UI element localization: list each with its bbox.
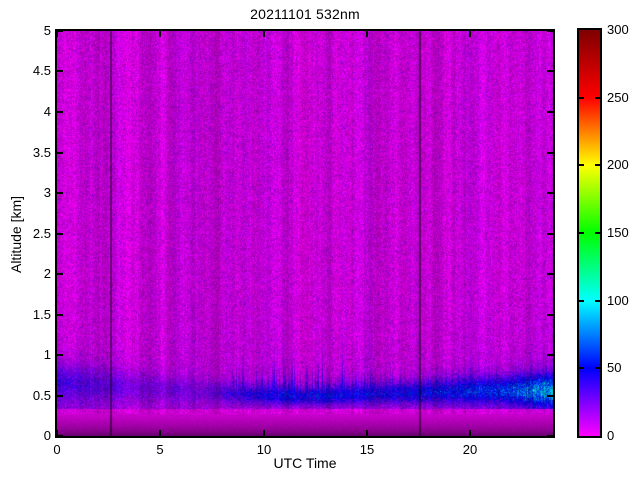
y-tick-mark xyxy=(547,70,553,72)
y-tick-mark xyxy=(57,395,63,397)
x-tick-label: 0 xyxy=(53,442,61,457)
x-tick-label: 5 xyxy=(156,442,164,457)
y-tick-mark xyxy=(547,435,553,437)
y-tick-mark xyxy=(57,30,63,32)
y-tick-mark xyxy=(57,70,63,72)
x-tick-label: 20 xyxy=(462,442,478,457)
x-tick-mark xyxy=(263,430,265,436)
chart-title: 20211101 532nm xyxy=(250,6,360,22)
y-tick-label: 4 xyxy=(43,104,51,119)
y-tick-mark xyxy=(547,233,553,235)
x-tick-mark xyxy=(469,430,471,436)
colorbar-tick-mark xyxy=(579,97,584,99)
colorbar xyxy=(577,28,602,438)
colorbar-tick-label: 50 xyxy=(607,360,622,375)
y-tick-mark xyxy=(57,233,63,235)
colorbar-tick-label: 0 xyxy=(607,428,615,443)
colorbar-tick-label: 100 xyxy=(607,293,629,308)
colorbar-tick-mark xyxy=(595,300,600,302)
y-tick-mark xyxy=(547,152,553,154)
y-tick-mark xyxy=(57,435,63,437)
colorbar-tick-mark xyxy=(579,300,584,302)
x-tick-mark xyxy=(469,31,471,37)
y-tick-mark xyxy=(57,354,63,356)
y-tick-mark xyxy=(57,111,63,113)
x-axis-label: UTC Time xyxy=(273,455,337,471)
y-tick-mark xyxy=(547,192,553,194)
plot-area xyxy=(55,29,555,438)
x-tick-mark xyxy=(159,31,161,37)
y-tick-label: 5 xyxy=(43,23,51,38)
colorbar-gradient xyxy=(579,30,600,436)
x-tick-mark xyxy=(56,430,58,436)
y-tick-mark xyxy=(57,152,63,154)
colorbar-tick-label: 250 xyxy=(607,90,629,105)
y-tick-label: 0 xyxy=(43,428,51,443)
y-tick-mark xyxy=(547,314,553,316)
colorbar-tick-label: 150 xyxy=(607,225,629,240)
x-tick-mark xyxy=(366,430,368,436)
x-tick-label: 15 xyxy=(359,442,375,457)
colorbar-tick-label: 300 xyxy=(607,22,629,37)
y-tick-label: 2 xyxy=(43,266,51,281)
y-tick-label: 2.5 xyxy=(32,226,51,241)
y-tick-mark xyxy=(547,354,553,356)
y-tick-mark xyxy=(547,111,553,113)
colorbar-tick-mark xyxy=(579,367,584,369)
y-tick-mark xyxy=(57,273,63,275)
colorbar-tick-mark xyxy=(595,232,600,234)
colorbar-tick-label: 200 xyxy=(607,157,629,172)
x-tick-mark xyxy=(56,31,58,37)
colorbar-tick-mark xyxy=(595,97,600,99)
colorbar-tick-mark xyxy=(595,367,600,369)
y-tick-label: 1.5 xyxy=(32,307,51,322)
y-tick-mark xyxy=(547,273,553,275)
y-tick-mark xyxy=(547,30,553,32)
colorbar-tick-mark xyxy=(579,232,584,234)
y-tick-label: 1 xyxy=(43,347,51,362)
colorbar-tick-mark xyxy=(595,164,600,166)
x-tick-mark xyxy=(263,31,265,37)
y-tick-label: 3 xyxy=(43,185,51,200)
x-tick-mark xyxy=(366,31,368,37)
y-tick-mark xyxy=(547,395,553,397)
y-tick-mark xyxy=(57,314,63,316)
colorbar-tick-mark xyxy=(579,164,584,166)
x-tick-label: 10 xyxy=(256,442,272,457)
y-tick-label: 4.5 xyxy=(32,63,51,78)
heatmap-image xyxy=(57,31,553,436)
y-tick-label: 3.5 xyxy=(32,145,51,160)
y-tick-label: 0.5 xyxy=(32,388,51,403)
x-tick-mark xyxy=(159,430,161,436)
y-tick-mark xyxy=(57,192,63,194)
